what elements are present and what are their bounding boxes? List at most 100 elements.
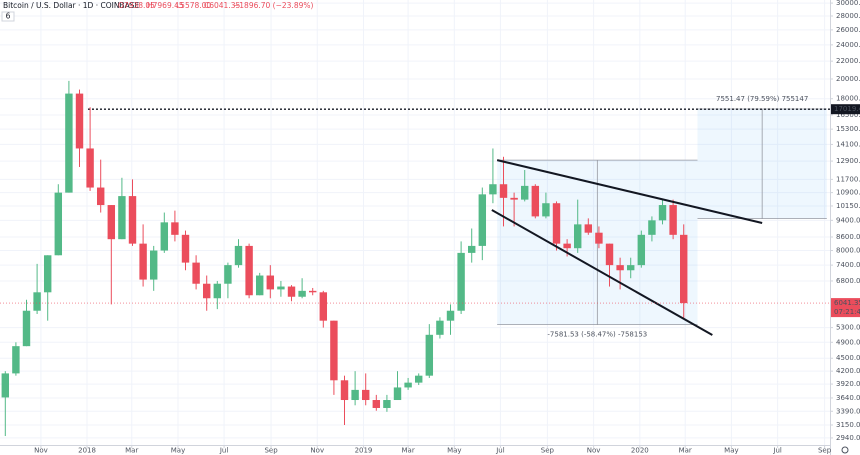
x-tick-label: Nov bbox=[34, 447, 48, 455]
y-tick-label: 5300.00 bbox=[836, 324, 860, 332]
candle-body bbox=[595, 232, 603, 244]
candle-body bbox=[160, 222, 169, 251]
candle-body bbox=[521, 185, 529, 200]
candle-body bbox=[234, 245, 243, 266]
x-tick-label: Jul bbox=[495, 447, 505, 455]
candle-body bbox=[287, 286, 296, 297]
candle-body bbox=[255, 275, 264, 296]
trendlines bbox=[0, 159, 830, 336]
y-tick-label: 9400.00 bbox=[836, 216, 860, 224]
candle-body bbox=[404, 382, 412, 388]
candle-body bbox=[457, 252, 465, 311]
candle-body bbox=[118, 196, 126, 240]
candle-body bbox=[340, 380, 349, 401]
y-tick-label: 10900.00 bbox=[836, 189, 860, 197]
candle-body bbox=[202, 283, 211, 299]
candle-body bbox=[425, 334, 434, 376]
candle-body bbox=[531, 185, 540, 217]
countdown-label: 07:21:49 bbox=[834, 308, 860, 316]
candle-body bbox=[637, 234, 646, 266]
candle-body bbox=[361, 389, 370, 401]
candle-body bbox=[383, 400, 391, 408]
candle-body bbox=[213, 283, 222, 299]
ohlc-open: O7938.05 bbox=[118, 1, 155, 10]
last-price-label: 6041.35 bbox=[834, 299, 860, 307]
trendline bbox=[491, 209, 713, 336]
candle-body bbox=[181, 234, 190, 263]
y-tick-label: 3390.00 bbox=[836, 407, 860, 415]
candle-body bbox=[192, 262, 200, 284]
x-tick-label: Jul bbox=[772, 447, 782, 455]
y-tick-label: 14100.00 bbox=[836, 140, 860, 148]
level-label-box bbox=[831, 104, 860, 115]
candle-body bbox=[584, 224, 593, 233]
candle-body bbox=[308, 290, 317, 293]
candle-body bbox=[605, 243, 614, 266]
settings-icon[interactable] bbox=[841, 446, 849, 454]
x-tick-label: Nov bbox=[310, 447, 324, 455]
candle-body bbox=[54, 192, 63, 256]
y-tick-label: 4900.00 bbox=[836, 338, 860, 346]
candle-body bbox=[372, 400, 381, 408]
candle-body bbox=[648, 220, 656, 235]
candle-body bbox=[245, 245, 253, 296]
candle-body bbox=[298, 290, 306, 297]
y-tick-label: 26000.00 bbox=[836, 26, 860, 34]
y-tick-label: 3150.00 bbox=[836, 421, 860, 429]
candle-body bbox=[96, 187, 105, 206]
x-tick-label: 2020 bbox=[631, 447, 649, 455]
candle-body bbox=[149, 250, 158, 280]
candle-body bbox=[65, 93, 73, 193]
y-tick-label: 3640.00 bbox=[836, 394, 860, 402]
candle-body bbox=[1, 373, 10, 398]
candle-body bbox=[669, 205, 677, 235]
y-tick-label: 11700.00 bbox=[836, 175, 860, 183]
candle-body bbox=[542, 203, 550, 217]
trendline bbox=[496, 159, 763, 224]
candle-body bbox=[107, 205, 116, 240]
x-tick-label: Mar bbox=[402, 447, 415, 455]
candle-body bbox=[319, 292, 328, 321]
candle-body bbox=[616, 265, 624, 271]
candle-body bbox=[468, 245, 476, 253]
candle-body bbox=[266, 275, 275, 290]
candle-body bbox=[33, 292, 41, 311]
x-tick-label: May bbox=[447, 447, 461, 455]
x-tick-label: Jul bbox=[219, 447, 229, 455]
ohlc-close: C6041.35 bbox=[204, 1, 240, 10]
candle-body bbox=[415, 375, 423, 383]
x-tick-label: Sep bbox=[264, 447, 278, 455]
x-tick-label: Nov bbox=[587, 447, 601, 455]
y-tick-label: 8600.00 bbox=[836, 233, 860, 241]
candle-body bbox=[627, 265, 635, 271]
y-tick-label: 3920.00 bbox=[836, 380, 860, 388]
candle-body bbox=[680, 234, 688, 304]
candle-body bbox=[489, 184, 497, 195]
candle-body bbox=[75, 93, 84, 149]
grid bbox=[0, 0, 830, 445]
y-tick-label: 22000.00 bbox=[836, 57, 860, 65]
y-tick-label: 18000.00 bbox=[836, 95, 860, 103]
y-tick-label: 12900.00 bbox=[836, 157, 860, 165]
x-tick-label: Mar bbox=[679, 447, 692, 455]
candle-body bbox=[574, 224, 582, 249]
ohlc-change: −1896.70 (−23.89%) bbox=[233, 1, 313, 10]
y-tick-label: 30000.00 bbox=[836, 0, 860, 7]
x-tick-label: 2019 bbox=[355, 447, 373, 455]
axes: 30000.00 28000.00 26000.00 24000.00 22000.00… bbox=[34, 0, 860, 455]
ohlc-high: H7969.45 bbox=[147, 1, 184, 10]
candles bbox=[1, 80, 688, 437]
interval-badge-box[interactable] bbox=[1, 11, 15, 22]
candle-body bbox=[224, 265, 232, 284]
candle-body bbox=[393, 387, 402, 401]
candle-body bbox=[436, 320, 444, 335]
x-tick-label: Mar bbox=[125, 447, 138, 455]
candle-body bbox=[171, 222, 179, 235]
interval-badge[interactable]: 6 bbox=[6, 12, 11, 21]
candle-body bbox=[128, 196, 137, 244]
y-tick-label: 28000.00 bbox=[836, 12, 860, 20]
y-tick-label: 2940.00 bbox=[836, 434, 860, 442]
candle-body bbox=[330, 320, 338, 381]
y-tick-label: 6800.00 bbox=[836, 277, 860, 285]
